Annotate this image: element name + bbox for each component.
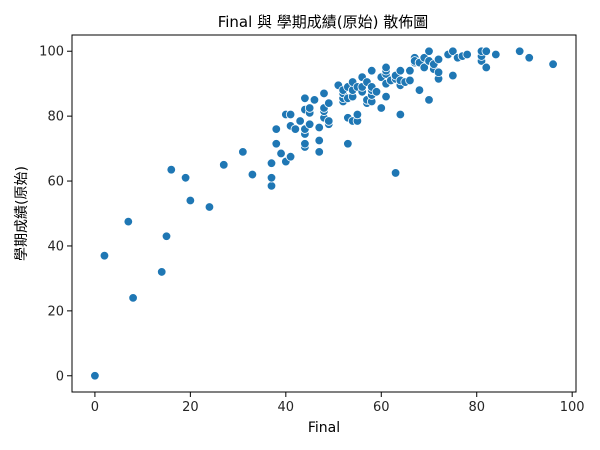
data-point — [405, 75, 415, 86]
x-tick-label: 20 — [182, 400, 199, 415]
data-point — [161, 231, 172, 241]
y-tick-label: 40 — [47, 239, 64, 254]
data-point — [309, 95, 320, 105]
data-point — [514, 46, 525, 56]
data-point — [419, 62, 429, 73]
data-point — [324, 98, 334, 108]
data-point — [548, 59, 558, 69]
data-point — [462, 49, 472, 60]
data-point — [433, 54, 444, 65]
y-tick-label: 80 — [47, 110, 64, 125]
x-axis-label: Final — [308, 420, 340, 436]
data-point — [271, 139, 281, 149]
data-point — [123, 216, 134, 227]
data-point — [424, 46, 434, 56]
data-point — [481, 46, 491, 56]
data-point — [524, 53, 534, 63]
data-point — [300, 93, 310, 103]
x-tick-label: 60 — [373, 400, 390, 415]
data-point — [381, 62, 391, 73]
data-point — [324, 116, 334, 126]
data-point — [448, 70, 458, 81]
data-point — [276, 148, 286, 159]
data-point — [343, 139, 353, 149]
data-point — [314, 135, 324, 146]
y-tick-label: 20 — [47, 304, 64, 319]
data-point — [395, 109, 406, 120]
data-point — [395, 65, 406, 76]
data-point — [271, 124, 281, 134]
axis-ticks: 0 20 40 60 80 100 0 20 40 60 80 100 — [39, 45, 584, 415]
data-point — [128, 293, 138, 303]
data-point — [185, 195, 196, 206]
data-point — [390, 168, 401, 178]
data-point — [295, 116, 305, 126]
chart-title: Final 與 學期成績(原始) 散佈圖 — [218, 13, 429, 31]
x-tick-label: 100 — [560, 400, 585, 415]
data-point — [304, 119, 315, 129]
data-point — [481, 62, 491, 73]
data-point — [304, 103, 315, 113]
data-point — [433, 67, 444, 78]
data-point — [371, 87, 382, 97]
data-point — [491, 49, 501, 60]
data-point — [352, 109, 363, 120]
data-point — [319, 88, 329, 99]
y-axis-label: 學期成績(原始) — [14, 166, 30, 261]
data-point — [99, 250, 110, 261]
data-point — [180, 173, 191, 183]
data-point — [166, 164, 176, 175]
y-tick-label: 100 — [39, 45, 64, 60]
data-point — [266, 158, 277, 168]
data-point — [90, 371, 100, 381]
data-point — [367, 65, 377, 76]
data-point — [157, 267, 167, 277]
data-point — [247, 169, 258, 180]
data-point — [238, 147, 248, 157]
x-tick-label: 80 — [468, 400, 485, 415]
plot-frame — [71, 34, 577, 393]
data-point — [300, 139, 310, 149]
data-point — [314, 122, 324, 133]
data-points — [90, 46, 558, 381]
y-tick-label: 0 — [56, 369, 64, 384]
data-point — [290, 124, 301, 134]
data-point — [448, 46, 458, 56]
y-tick-label: 60 — [47, 175, 64, 190]
data-point — [266, 173, 277, 183]
data-point — [414, 85, 425, 95]
data-point — [314, 147, 324, 157]
data-point — [219, 160, 229, 170]
x-tick-label: 0 — [91, 400, 99, 415]
data-point — [424, 95, 434, 105]
data-point — [405, 65, 415, 76]
data-point — [376, 103, 386, 113]
data-point — [266, 181, 277, 191]
data-point — [285, 151, 296, 162]
data-point — [204, 202, 215, 212]
data-point — [285, 109, 296, 120]
x-tick-label: 40 — [278, 400, 295, 415]
data-point — [381, 91, 391, 102]
